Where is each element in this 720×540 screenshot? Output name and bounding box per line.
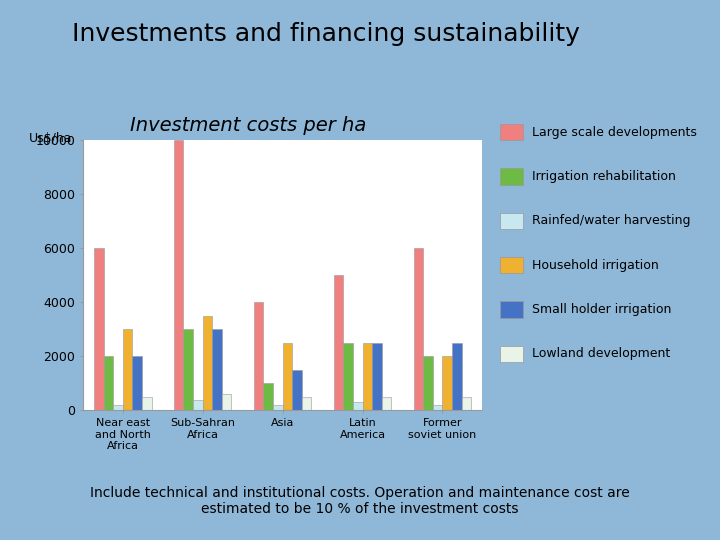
Bar [212,329,222,410]
Bar [113,405,122,410]
Bar [222,394,231,410]
Bar [273,405,283,410]
Bar [193,400,203,410]
Bar [372,343,382,410]
Bar [264,383,273,410]
Bar [94,248,104,410]
Bar [283,343,292,410]
Text: Small holder irrigation: Small holder irrigation [532,303,672,316]
Bar [363,343,372,410]
Text: Irrigation rehabilitation: Irrigation rehabilitation [532,170,676,183]
Text: Household irrigation: Household irrigation [532,259,659,272]
Bar [462,397,471,410]
Bar [353,402,363,410]
Text: Us$/ha: Us$/ha [29,132,72,145]
Bar [382,397,391,410]
Bar [254,302,264,410]
Text: Investments and financing sustainability: Investments and financing sustainability [72,22,580,45]
Bar [423,356,433,410]
Bar [414,248,423,410]
Bar [334,275,343,410]
Bar [132,356,142,410]
Text: Investment costs per ha: Investment costs per ha [130,116,366,135]
Bar [452,343,462,410]
Bar [203,316,212,410]
Bar [433,405,442,410]
Text: Include technical and institutional costs. Operation and maintenance cost are
es: Include technical and institutional cost… [90,486,630,516]
Bar [104,356,113,410]
Bar [302,397,311,410]
Bar [292,370,302,410]
Bar [343,343,353,410]
Text: Lowland development: Lowland development [532,347,670,360]
Bar [122,329,132,410]
Text: Rainfed/water harvesting: Rainfed/water harvesting [532,214,690,227]
Bar [184,329,193,410]
Text: Large scale developments: Large scale developments [532,126,697,139]
Bar [174,140,184,410]
Bar [442,356,452,410]
Bar [142,397,151,410]
